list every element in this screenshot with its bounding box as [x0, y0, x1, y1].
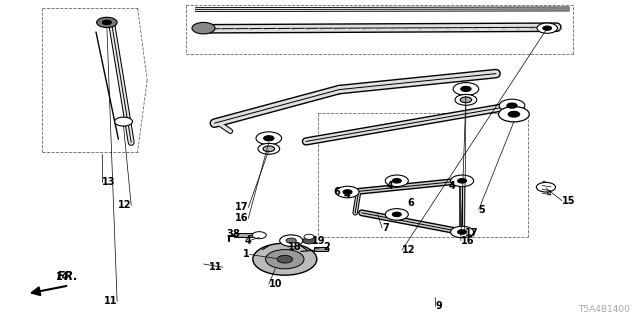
Circle shape [458, 230, 467, 234]
Circle shape [460, 97, 472, 103]
Circle shape [277, 255, 292, 263]
Text: 4: 4 [449, 181, 456, 191]
Circle shape [263, 146, 275, 152]
Text: 11: 11 [104, 296, 117, 307]
Circle shape [537, 23, 557, 33]
Circle shape [336, 186, 359, 198]
Circle shape [97, 17, 117, 28]
Circle shape [536, 182, 556, 192]
Text: FR.: FR. [56, 270, 78, 283]
Text: 15: 15 [562, 196, 575, 206]
Text: 16: 16 [235, 213, 248, 223]
Text: 1: 1 [243, 249, 250, 260]
Text: 6: 6 [333, 187, 340, 197]
Circle shape [256, 132, 282, 145]
Circle shape [455, 94, 477, 105]
Text: 9: 9 [435, 300, 442, 311]
Circle shape [385, 175, 408, 187]
Text: 8: 8 [232, 229, 239, 239]
Circle shape [392, 212, 401, 217]
Circle shape [253, 243, 317, 275]
Circle shape [286, 238, 296, 243]
Text: 19: 19 [312, 236, 326, 246]
Text: 12: 12 [118, 200, 131, 211]
Circle shape [499, 99, 525, 112]
Text: 5: 5 [479, 204, 486, 215]
Circle shape [453, 83, 479, 95]
Circle shape [508, 111, 520, 117]
Circle shape [507, 103, 517, 108]
Text: 16: 16 [461, 236, 474, 246]
Text: 17: 17 [235, 202, 248, 212]
Circle shape [280, 235, 303, 246]
Circle shape [258, 143, 280, 154]
Text: 17: 17 [465, 228, 478, 238]
Circle shape [252, 232, 266, 239]
Text: 18: 18 [288, 242, 301, 252]
Circle shape [458, 179, 467, 183]
Circle shape [499, 107, 529, 122]
Circle shape [304, 234, 314, 239]
Bar [314, 247, 328, 251]
Text: 3: 3 [227, 228, 234, 239]
Text: 13: 13 [102, 177, 116, 187]
Text: 4: 4 [244, 236, 251, 246]
Circle shape [392, 179, 401, 183]
Circle shape [451, 226, 474, 238]
Text: 7: 7 [382, 223, 389, 233]
Text: 2: 2 [323, 242, 330, 252]
Circle shape [543, 26, 552, 30]
Circle shape [451, 175, 474, 187]
Text: 11: 11 [209, 262, 223, 272]
Bar [234, 233, 253, 237]
Text: 4: 4 [344, 190, 351, 200]
Circle shape [266, 250, 304, 269]
Circle shape [192, 22, 215, 34]
Circle shape [303, 237, 316, 244]
Circle shape [264, 136, 274, 141]
Text: 6: 6 [407, 197, 414, 208]
Text: 4: 4 [387, 181, 394, 191]
Text: 12: 12 [402, 245, 415, 255]
Text: 10: 10 [269, 279, 282, 289]
Circle shape [115, 117, 132, 126]
Circle shape [385, 209, 408, 220]
Text: T5A4B1400: T5A4B1400 [579, 305, 630, 314]
Circle shape [102, 20, 111, 25]
Text: 14: 14 [56, 272, 69, 282]
Circle shape [343, 190, 352, 194]
Circle shape [461, 86, 471, 92]
